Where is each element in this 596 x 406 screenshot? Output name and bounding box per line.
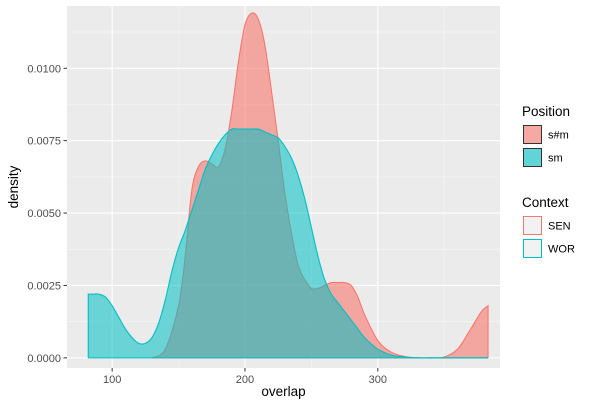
legend-label: WOR <box>548 244 575 256</box>
x-axis-title: overlap <box>261 384 305 399</box>
density-outline-1 <box>87 128 489 359</box>
y-axis-title: density <box>6 165 21 208</box>
series-layer <box>87 12 489 359</box>
x-axis-ticks: 100 200 300 <box>103 368 387 386</box>
legend-label: s#m <box>548 130 569 142</box>
density-area-1 <box>88 128 489 358</box>
x-tick-label: 300 <box>369 374 387 386</box>
y-tick-label: 0.0050 <box>27 208 61 220</box>
y-axis-ticks: 0.0000 0.0025 0.0050 0.0075 0.0100 <box>27 63 67 365</box>
legend-key-outline <box>523 239 542 258</box>
legend-key-swatch <box>523 125 542 144</box>
y-tick-label: 0.0025 <box>27 280 61 292</box>
legend-label: SEN <box>548 221 571 233</box>
legend: Position s#m sm Context SEN WOR <box>522 104 575 258</box>
y-tick-label: 0.0075 <box>27 136 61 148</box>
legend-title: Position <box>522 104 570 119</box>
legend-key-outline <box>523 216 542 235</box>
legend-key-swatch <box>523 148 542 167</box>
legend-label: sm <box>548 153 563 165</box>
x-tick-label: 100 <box>103 374 121 386</box>
y-tick-label: 0.0100 <box>27 63 61 75</box>
y-tick-label: 0.0000 <box>27 353 61 365</box>
x-tick-label: 200 <box>236 374 254 386</box>
legend-title: Context <box>522 195 569 210</box>
